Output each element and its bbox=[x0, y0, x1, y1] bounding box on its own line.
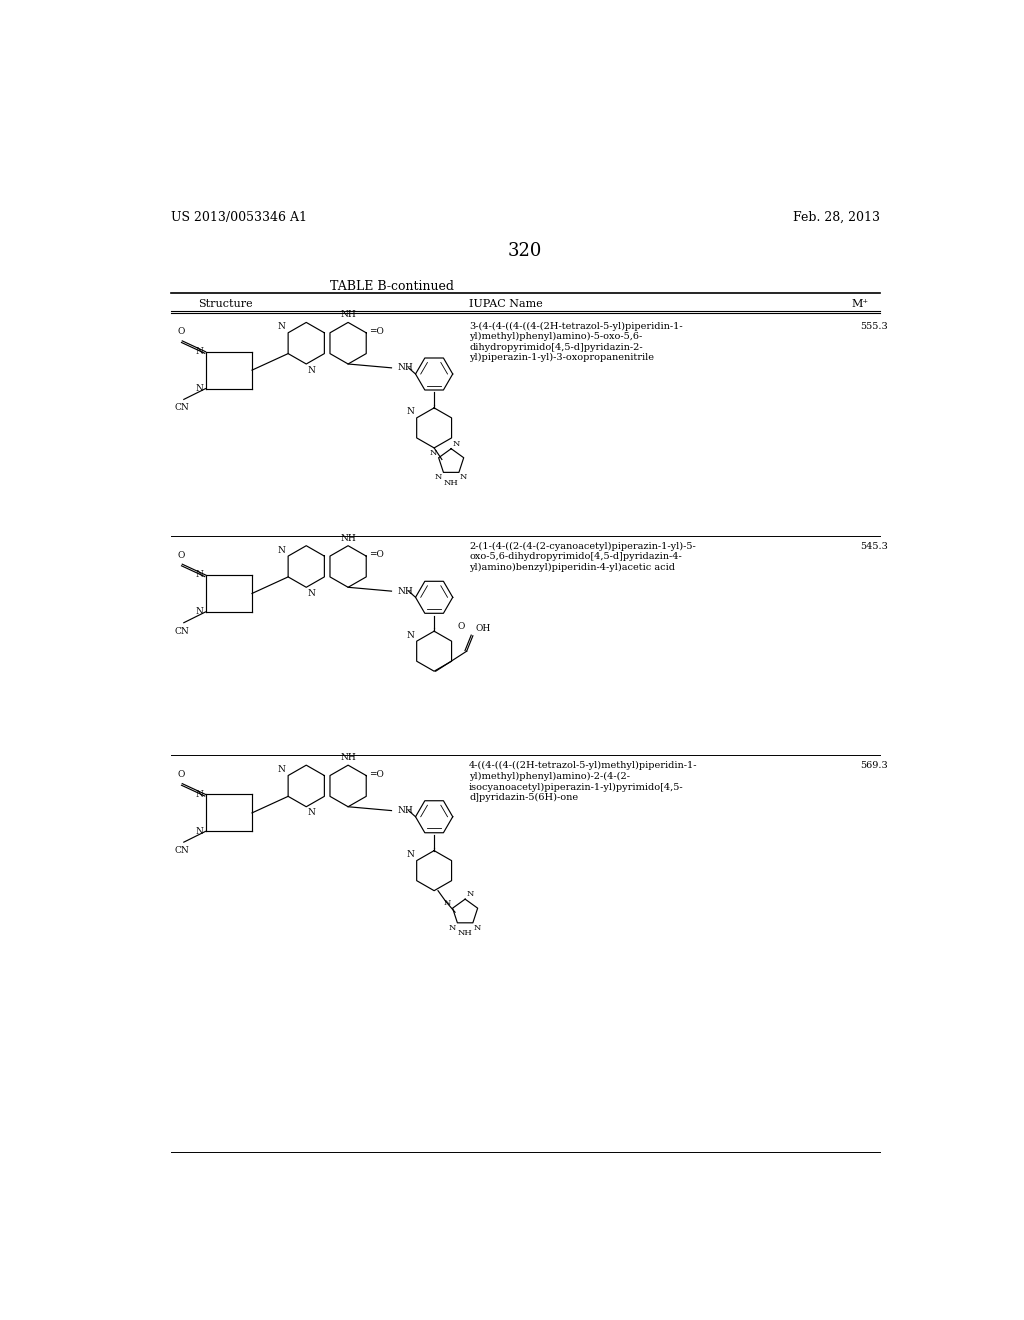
Text: 569.3: 569.3 bbox=[860, 762, 888, 771]
Text: N: N bbox=[278, 766, 286, 774]
Text: NH: NH bbox=[397, 807, 414, 814]
Text: N: N bbox=[278, 322, 286, 331]
Text: N: N bbox=[460, 473, 467, 482]
Text: N: N bbox=[430, 449, 437, 457]
Text: N: N bbox=[307, 589, 315, 598]
Text: 4-((4-((4-((2H-tetrazol-5-yl)methyl)piperidin-1-
yl)methyl)phenyl)amino)-2-(4-(2: 4-((4-((4-((2H-tetrazol-5-yl)methyl)pipe… bbox=[469, 762, 697, 803]
Text: N: N bbox=[407, 408, 415, 416]
Text: O: O bbox=[177, 550, 184, 560]
Text: N: N bbox=[407, 850, 415, 859]
Text: 555.3: 555.3 bbox=[860, 322, 888, 330]
Text: CN: CN bbox=[174, 627, 188, 635]
Text: NH: NH bbox=[397, 363, 414, 372]
Text: NH: NH bbox=[340, 533, 356, 543]
Text: NH: NH bbox=[458, 929, 472, 937]
Text: 545.3: 545.3 bbox=[860, 543, 888, 550]
Text: N: N bbox=[278, 545, 286, 554]
Text: N: N bbox=[196, 789, 203, 799]
Text: NH: NH bbox=[340, 754, 356, 762]
Text: N: N bbox=[453, 440, 460, 447]
Text: NH: NH bbox=[340, 310, 356, 319]
Text: =O: =O bbox=[370, 327, 384, 335]
Text: N: N bbox=[407, 631, 415, 640]
Text: =O: =O bbox=[370, 770, 384, 779]
Text: N: N bbox=[196, 570, 203, 579]
Text: Structure: Structure bbox=[198, 300, 252, 309]
Text: 3-(4-(4-((4-((4-(2H-tetrazol-5-yl)piperidin-1-
yl)methyl)phenyl)amino)-5-oxo-5,6: 3-(4-(4-((4-((4-(2H-tetrazol-5-yl)piperi… bbox=[469, 322, 683, 362]
Text: TABLE B-continued: TABLE B-continued bbox=[330, 280, 454, 293]
Text: N: N bbox=[449, 924, 456, 932]
Text: CN: CN bbox=[174, 846, 188, 855]
Text: N: N bbox=[307, 808, 315, 817]
Text: NH: NH bbox=[397, 586, 414, 595]
Text: NH: NH bbox=[443, 479, 459, 487]
Text: N: N bbox=[196, 347, 203, 356]
Text: N: N bbox=[434, 473, 442, 482]
Text: N: N bbox=[443, 899, 451, 907]
Text: N: N bbox=[307, 366, 315, 375]
Text: 320: 320 bbox=[508, 242, 542, 260]
Text: M⁺: M⁺ bbox=[852, 300, 869, 309]
Text: IUPAC Name: IUPAC Name bbox=[469, 300, 543, 309]
Text: 2-(1-(4-((2-(4-(2-cyanoacetyl)piperazin-1-yl)-5-
oxo-5,6-dihydropyrimido[4,5-d]p: 2-(1-(4-((2-(4-(2-cyanoacetyl)piperazin-… bbox=[469, 543, 695, 572]
Text: O: O bbox=[458, 622, 465, 631]
Text: N: N bbox=[467, 891, 474, 899]
Text: OH: OH bbox=[475, 624, 490, 632]
Text: N: N bbox=[196, 607, 203, 616]
Text: N: N bbox=[196, 384, 203, 393]
Text: O: O bbox=[177, 327, 184, 337]
Text: =O: =O bbox=[370, 550, 384, 560]
Text: CN: CN bbox=[174, 404, 188, 412]
Text: N: N bbox=[196, 826, 203, 836]
Text: N: N bbox=[474, 924, 481, 932]
Text: O: O bbox=[177, 770, 184, 779]
Text: US 2013/0053346 A1: US 2013/0053346 A1 bbox=[171, 211, 306, 224]
Text: Feb. 28, 2013: Feb. 28, 2013 bbox=[793, 211, 880, 224]
